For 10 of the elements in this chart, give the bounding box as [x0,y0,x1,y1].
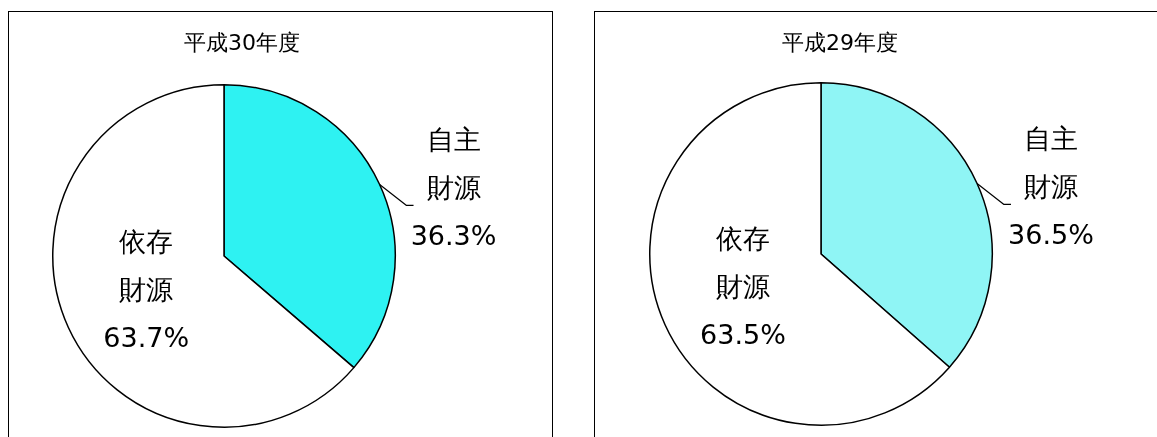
data-label: 36.5% [1008,219,1094,251]
slice-label: 依存財源 [715,223,770,303]
chart-title: 平成29年度 [781,29,899,57]
slice-label: 依存財源 [119,225,174,305]
slice-label: 自主財源 [426,124,481,204]
slice-label: 自主財源 [1023,123,1078,203]
data-label: 36.3% [410,220,497,252]
data-label: 63.5% [700,319,786,351]
chart-title: 平成30年度 [183,29,301,57]
data-label: 63.7% [103,321,190,353]
